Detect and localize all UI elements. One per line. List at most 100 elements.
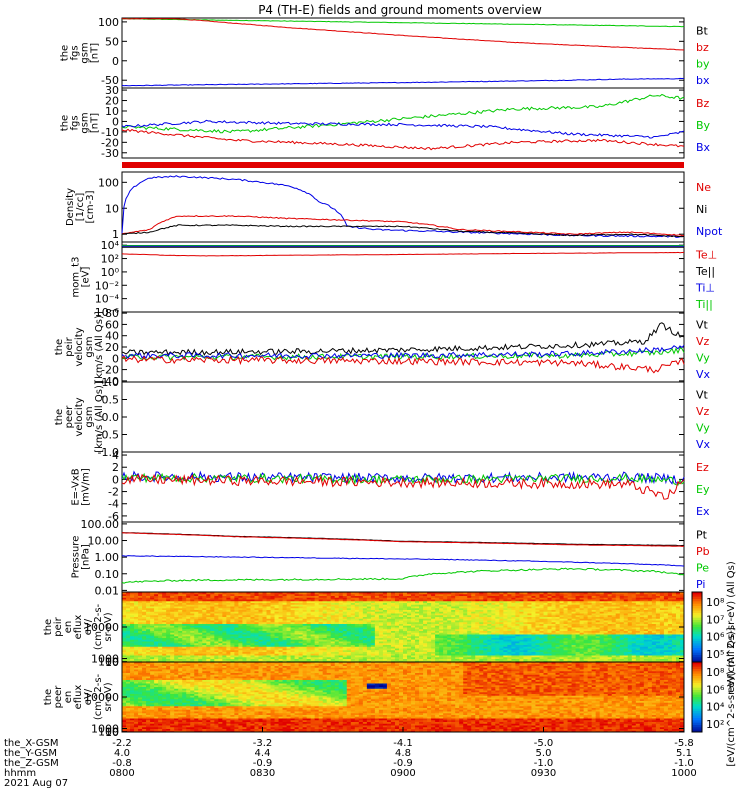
spectrogram-cell — [202, 656, 207, 659]
spectrogram-cell — [126, 595, 131, 598]
spectrogram-cell — [166, 620, 171, 623]
spectrogram-cell — [238, 625, 243, 628]
spectrogram-cell — [306, 627, 312, 630]
spectrogram-cell — [310, 614, 316, 617]
spectrogram-cell — [186, 637, 191, 640]
spectrogram-cell — [294, 630, 300, 633]
spectrogram-cell — [290, 609, 296, 612]
y-tick-label: -6 — [108, 510, 119, 523]
spectrogram-cell — [290, 646, 296, 649]
spectrogram-cell — [246, 595, 251, 598]
spectrogram-cell — [138, 614, 143, 617]
spectrogram-cell — [166, 635, 171, 638]
spectrogram-cell — [282, 625, 288, 628]
spectrogram-cell — [230, 611, 235, 614]
spectrogram-cell — [250, 628, 255, 631]
spectrogram-cell — [238, 651, 243, 654]
spectrogram-cell — [218, 651, 223, 654]
spectrogram-cell — [306, 655, 312, 658]
spectrogram-cell — [214, 628, 219, 631]
spectrogram-cell — [130, 614, 135, 617]
spectrogram-cell — [138, 616, 143, 619]
spectrogram-cell — [266, 592, 272, 595]
spectrogram-cell — [174, 644, 179, 647]
spectrogram-cell — [154, 641, 159, 644]
spectrogram-cell — [250, 635, 255, 638]
spectrogram-cell — [234, 635, 239, 638]
spectrogram-cell — [194, 607, 199, 610]
spectrogram-cell — [230, 623, 235, 626]
y-axis-label: the — [54, 409, 65, 425]
spectrogram-cell — [278, 642, 284, 645]
spectrogram-cell — [278, 656, 284, 659]
spectrogram-cell — [222, 621, 227, 624]
spectrogram-cell — [286, 649, 292, 652]
spectrogram-cell — [186, 621, 191, 624]
spectrogram-cell — [174, 592, 179, 595]
spectrogram-cell — [270, 653, 276, 656]
spectrogram-cell — [154, 637, 159, 640]
spectrogram-cell — [134, 632, 139, 635]
spectrogram-cell — [298, 641, 304, 644]
spectrogram-cell — [174, 613, 179, 616]
spectrogram-cell — [138, 618, 143, 621]
spectrogram-cell — [230, 621, 235, 624]
spectrogram-cell — [134, 634, 139, 637]
y-tick-label: -10 — [101, 126, 119, 139]
spectrogram-cell — [266, 602, 272, 605]
spectrogram-cell — [138, 597, 143, 600]
spectrogram-cell — [210, 593, 215, 596]
spectrogram-cell — [302, 602, 308, 605]
spectrogram-cell — [214, 651, 219, 654]
spectrogram-cell — [122, 618, 127, 621]
panel-frame — [121, 311, 685, 383]
spectrogram-cell — [290, 597, 296, 600]
spectrogram-cell — [226, 621, 231, 624]
spectrogram-cell — [166, 628, 171, 631]
y-tick-label: 30 — [105, 84, 119, 97]
series-line-red — [121, 128, 685, 151]
spectrogram-cell — [262, 635, 268, 638]
spectrogram-cell — [258, 653, 263, 656]
spectrogram-cell — [230, 592, 235, 595]
spectrogram-cell — [174, 606, 179, 609]
spectrogram-cell — [286, 621, 292, 624]
spectrogram-cell — [126, 621, 131, 624]
spectrogram-cell — [222, 648, 227, 651]
spectrogram-cell — [218, 642, 223, 645]
spectrogram-cell — [230, 627, 235, 630]
spectrogram-cell — [126, 593, 131, 596]
spectrogram-cell — [206, 600, 211, 603]
spectrogram-cell — [266, 600, 272, 603]
spectrogram-cell — [198, 632, 203, 635]
spectrogram-cell — [222, 649, 227, 652]
spectrogram-cell — [138, 632, 143, 635]
spectrogram-cell — [294, 649, 300, 652]
spectrogram-cell — [158, 649, 163, 652]
spectrogram-cell — [214, 625, 219, 628]
spectrogram-cell — [310, 607, 316, 610]
spectrogram-cell — [238, 641, 243, 644]
spectrogram-cell — [306, 621, 312, 624]
spectrogram-cell — [298, 600, 304, 603]
spectrogram-cell — [166, 607, 171, 610]
spectrogram-cell — [210, 620, 215, 623]
spectrogram-cell — [126, 614, 131, 617]
spectrogram-cell — [218, 656, 223, 659]
spectrogram-cell — [286, 599, 292, 602]
spectrogram-cell — [250, 653, 255, 656]
spectrogram-cell — [134, 660, 139, 663]
spectrogram-cell — [254, 602, 259, 605]
spectrogram-cell — [134, 646, 139, 649]
spectrogram-cell — [234, 625, 239, 628]
spectrogram-cell — [162, 620, 167, 623]
spectrogram-cell — [274, 606, 280, 609]
y-tick-label: 10 — [105, 202, 119, 215]
spectrogram-cell — [278, 595, 284, 598]
spectrogram-cell — [222, 627, 227, 630]
spectrogram-cell — [210, 660, 215, 663]
spectrogram-cell — [122, 656, 127, 659]
spectrogram-cell — [238, 653, 243, 656]
spectrogram-cell — [278, 614, 284, 617]
